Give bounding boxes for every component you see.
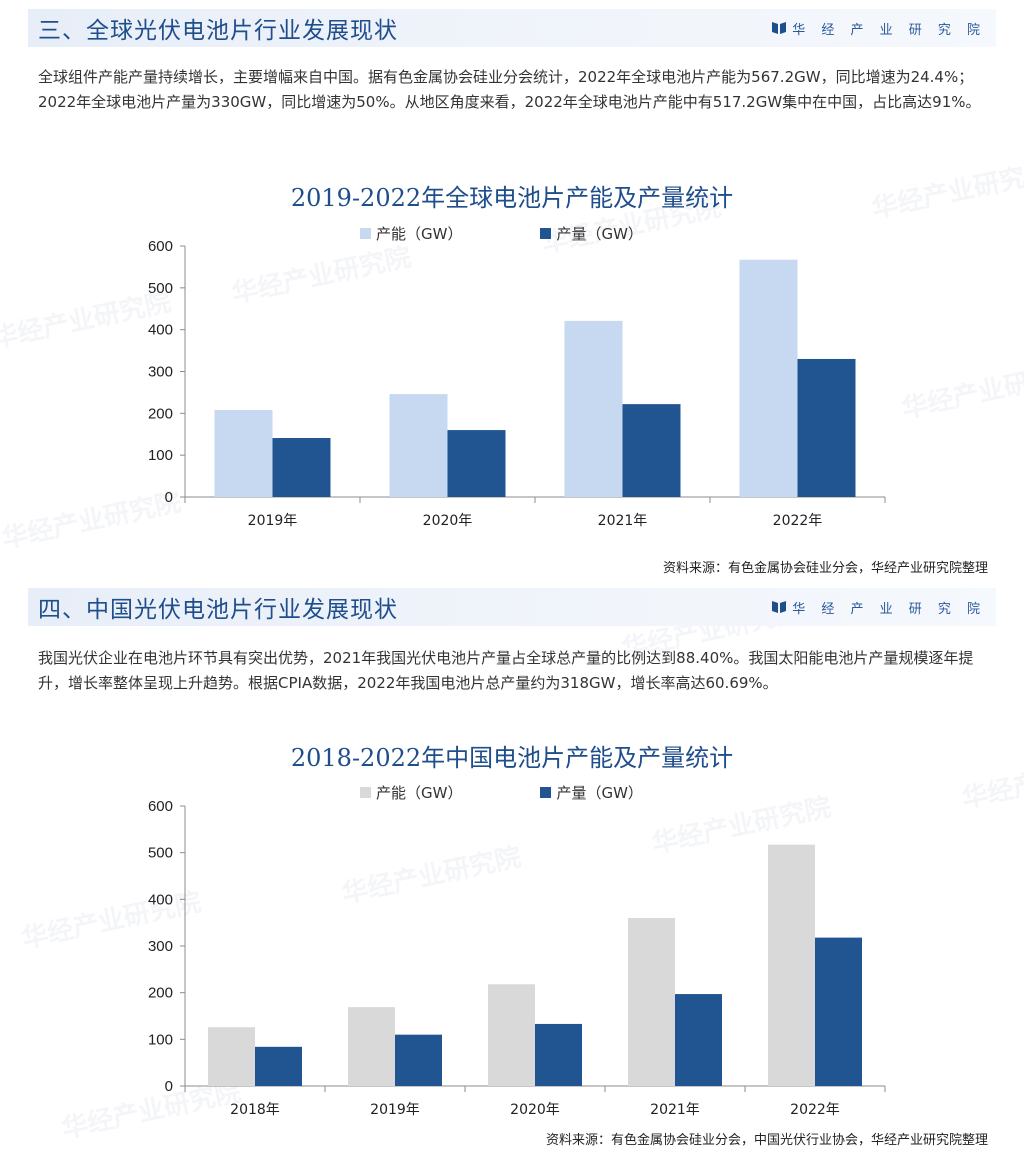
legend-swatch-output [540,787,552,798]
y-tick-label: 100 [148,1031,173,1048]
y-tick-label: 500 [148,280,173,297]
legend-capacity: 产能（GW） [360,782,462,803]
bar [622,404,681,497]
section-4-header: 四、中国光伏电池片行业发展现状 华 经 产 业 研 究 院 [28,588,996,626]
bar [348,1007,395,1086]
book-logo-icon [772,601,787,613]
chart-2-plot: 0 100 200 300 400 500 600 2018年 2019年 2020年 2021年 2… [148,798,886,1118]
section-4-paragraph: 我国光伏企业在电池片环节具有突出优势，2021年我国光伏电池片产量占全球总产量的… [38,649,974,692]
bar [389,394,448,497]
chart-2-legend: 产能（GW） 产量（GW） [360,782,643,803]
x-category-label: 2019年 [248,513,298,529]
bar [395,1034,442,1086]
x-category-label: 2021年 [598,513,648,529]
legend-label: 产量（GW） [556,225,643,243]
bar [255,1046,302,1086]
brand-name: 华 经 产 业 研 究 院 [792,601,986,617]
section-3-header: 三、全球光伏电池片行业发展现状 华 经 产 业 研 究 院 [28,9,996,47]
x-category-label: 2022年 [773,513,823,529]
section-3-source: 资料来源：有色金属协会硅业分会，华经产业研究院整理 [662,561,988,576]
legend-label: 产量（GW） [556,784,643,802]
section-4-title: 四、中国光伏电池片行业发展现状 [38,597,398,623]
bar [564,320,623,497]
x-category-label: 2021年 [650,1102,700,1118]
y-tick-label: 100 [148,447,173,464]
legend-capacity: 产能（GW） [360,223,462,244]
bar [628,918,675,1086]
y-tick-label: 600 [148,238,173,255]
bar [535,1023,582,1086]
y-tick-label: 0 [165,489,173,506]
bar [768,844,815,1086]
brand-logo: 华 经 产 业 研 究 院 [772,19,986,38]
bar [447,430,506,497]
y-tick-label: 300 [148,938,173,955]
section-4-source: 资料来源：有色金属协会硅业分会，中国光伏行业协会，华经产业研究院整理 [545,1133,988,1148]
x-category-label: 2020年 [423,513,473,529]
bar [272,438,331,497]
chart-1-legend: 产能（GW） 产量（GW） [360,223,643,244]
chart-1-title: 2019-2022年全球电池片产能及产量统计 [290,184,734,212]
bar [214,409,273,497]
chart-1-plot: 0 100 200 300 400 500 600 2019年 2020年 2021年 2022年 [148,238,886,529]
y-tick-label: 400 [148,322,173,339]
y-tick-label: 400 [148,891,173,908]
x-category-label: 2020年 [510,1102,560,1118]
y-tick-label: 300 [148,364,173,381]
chart-2-title: 2018-2022年中国电池片产能及产量统计 [290,744,734,772]
bar [488,984,535,1086]
y-tick-label: 0 [165,1078,173,1095]
bar [208,1027,255,1086]
x-category-label: 2022年 [790,1102,840,1118]
bar [675,994,722,1086]
y-tick-label: 600 [148,798,173,815]
legend-label: 产能（GW） [376,225,463,243]
book-logo-icon [772,22,787,34]
section-3-title: 三、全球光伏电池片行业发展现状 [38,18,398,44]
bar [797,358,856,497]
x-category-label: 2019年 [370,1102,420,1118]
bar [739,259,798,497]
section-3-paragraph: 全球组件产能产量持续增长，主要增幅来自中国。据有色金属协会硅业分会统计，2022… [38,68,981,111]
legend-output: 产量（GW） [540,223,643,244]
legend-swatch-capacity [360,228,371,239]
brand-logo: 华 经 产 业 研 究 院 [772,598,986,617]
y-tick-label: 200 [148,985,173,1002]
legend-label: 产能（GW） [376,784,463,802]
y-tick-label: 200 [148,405,173,422]
bar [815,937,862,1086]
legend-swatch-capacity [360,787,371,798]
y-tick-label: 500 [148,845,173,862]
legend-swatch-output [540,228,552,239]
legend-output: 产量（GW） [540,782,643,803]
x-category-label: 2018年 [230,1102,280,1118]
brand-name: 华 经 产 业 研 究 院 [792,22,986,38]
